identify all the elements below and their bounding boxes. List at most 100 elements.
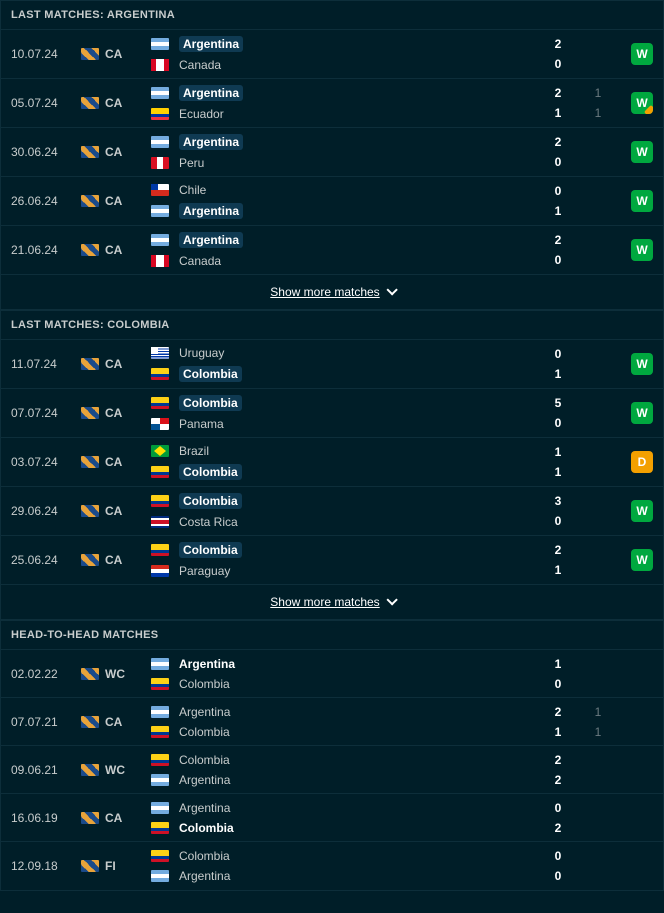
team-name: Argentina xyxy=(179,36,243,52)
home-team: Argentina xyxy=(151,657,533,671)
match-date: 30.06.24 xyxy=(11,145,81,159)
score: 20 xyxy=(533,37,583,71)
away-team: Argentina xyxy=(151,773,533,787)
team-flag-icon xyxy=(151,184,169,196)
match-row[interactable]: 30.06.24CAArgentinaPeru20W xyxy=(1,128,663,177)
competition-code: CA xyxy=(105,357,122,371)
section-header: LAST MATCHES: ARGENTINA xyxy=(1,1,663,30)
competition-code: WC xyxy=(105,667,125,681)
away-team: Ecuador xyxy=(151,107,533,121)
team-flag-icon xyxy=(151,234,169,246)
result-badge-wrap: W xyxy=(613,43,653,65)
home-score: 2 xyxy=(533,37,583,51)
match-row[interactable]: 11.07.24CAUruguayColombia01W xyxy=(1,340,663,389)
match-row[interactable]: 10.07.24CAArgentinaCanada20W xyxy=(1,30,663,79)
competition: CA xyxy=(81,194,151,208)
score: 20 xyxy=(533,233,583,267)
extra-score xyxy=(583,51,613,57)
away-score: 2 xyxy=(533,821,583,835)
match-date: 10.07.24 xyxy=(11,47,81,61)
away-team: Argentina xyxy=(151,869,533,883)
team-flag-icon xyxy=(151,565,169,577)
team-name: Canada xyxy=(179,254,533,268)
away-team: Colombia xyxy=(151,677,533,691)
home-team: Colombia xyxy=(151,395,533,411)
team-flag-icon xyxy=(151,136,169,148)
away-team: Colombia xyxy=(151,464,533,480)
result-badge-wrap: D xyxy=(613,451,653,473)
score: 22 xyxy=(533,753,583,787)
score: 20 xyxy=(533,135,583,169)
competition-code: CA xyxy=(105,504,122,518)
extra-score xyxy=(583,459,613,465)
teams: Argentina Colombia xyxy=(151,657,533,691)
home-team: Colombia xyxy=(151,753,533,767)
home-score: 2 xyxy=(533,543,583,557)
match-row[interactable]: 03.07.24CABrazilColombia11D xyxy=(1,438,663,487)
extra-score xyxy=(583,361,613,367)
competition-flag-icon xyxy=(81,97,99,109)
competition-code: CA xyxy=(105,194,122,208)
match-row[interactable]: 26.06.24CAChileArgentina01W xyxy=(1,177,663,226)
teams: ColombiaPanama xyxy=(151,395,533,431)
score: 11 xyxy=(533,445,583,479)
match-row[interactable]: 09.06.21WCColombiaArgentina22 xyxy=(1,746,663,794)
extra-score xyxy=(583,815,613,821)
match-row[interactable]: 12.09.18FIColombiaArgentina00 xyxy=(1,842,663,890)
show-more-button[interactable]: Show more matches xyxy=(1,275,663,310)
team-flag-icon xyxy=(151,658,169,670)
team-flag-icon xyxy=(151,802,169,814)
result-badge-wrap: W xyxy=(613,500,653,522)
result-badge-wrap: W xyxy=(613,92,653,114)
home-team: Argentina xyxy=(151,801,533,815)
match-row[interactable]: 21.06.24CAArgentinaCanada20W xyxy=(1,226,663,275)
extra-score xyxy=(583,557,613,563)
home-score: 2 xyxy=(533,135,583,149)
score: 10 xyxy=(533,657,583,691)
team-name: Argentina xyxy=(179,869,533,883)
team-name: Argentina xyxy=(179,705,533,719)
match-row[interactable]: 29.06.24CAColombiaCosta Rica30W xyxy=(1,487,663,536)
match-row[interactable]: 25.06.24CAColombiaParaguay21W xyxy=(1,536,663,585)
team-name: Colombia xyxy=(179,849,533,863)
team-flag-icon xyxy=(151,157,169,169)
away-score: 0 xyxy=(533,253,583,267)
matches-section: LAST MATCHES: ARGENTINA 10.07.24 CA Argenti… xyxy=(0,0,664,311)
home-score: 1 xyxy=(533,657,583,671)
teams: Argentina Colombia xyxy=(151,705,533,739)
team-name: Canada xyxy=(179,58,533,72)
team-flag-icon xyxy=(151,255,169,267)
team-flag-icon xyxy=(151,108,169,120)
competition-flag-icon xyxy=(81,244,99,256)
team-name: Colombia xyxy=(179,725,533,739)
away-extra: 1 xyxy=(583,725,613,739)
match-row[interactable]: 02.02.22WCArgentinaColombia10 xyxy=(1,650,663,698)
result-badge: W xyxy=(631,239,653,261)
competition-flag-icon xyxy=(81,554,99,566)
away-score: 1 xyxy=(533,204,583,218)
result-badge: W xyxy=(631,141,653,163)
match-row[interactable]: 07.07.24CAColombiaPanama50W xyxy=(1,389,663,438)
match-row[interactable]: 16.06.19CAArgentinaColombia02 xyxy=(1,794,663,842)
teams: ArgentinaEcuador xyxy=(151,85,533,121)
score: 02 xyxy=(533,801,583,835)
team-name: Colombia xyxy=(179,366,242,382)
competition-code: CA xyxy=(105,455,122,469)
home-score: 5 xyxy=(533,396,583,410)
teams: ArgentinaPeru xyxy=(151,134,533,170)
show-more-button[interactable]: Show more matches xyxy=(1,585,663,620)
match-row[interactable]: 07.07.21CAArgentinaColombia2111 xyxy=(1,698,663,746)
competition-flag-icon xyxy=(81,505,99,517)
match-row[interactable]: 05.07.24CAArgentinaEcuador2111W xyxy=(1,79,663,128)
matches-section: LAST MATCHES: COLOMBIA11.07.24CAUruguayC… xyxy=(0,311,664,621)
home-team: Uruguay xyxy=(151,346,533,360)
extra-score xyxy=(583,149,613,155)
away-team: Colombia xyxy=(151,821,533,835)
section-header: HEAD-TO-HEAD MATCHES xyxy=(1,621,663,650)
home-team: Colombia xyxy=(151,849,533,863)
team-name: Colombia xyxy=(179,395,242,411)
away-team: Peru xyxy=(151,156,533,170)
extra-score: 11 xyxy=(583,705,613,739)
team-name: Colombia xyxy=(179,542,242,558)
match-date: 26.06.24 xyxy=(11,194,81,208)
